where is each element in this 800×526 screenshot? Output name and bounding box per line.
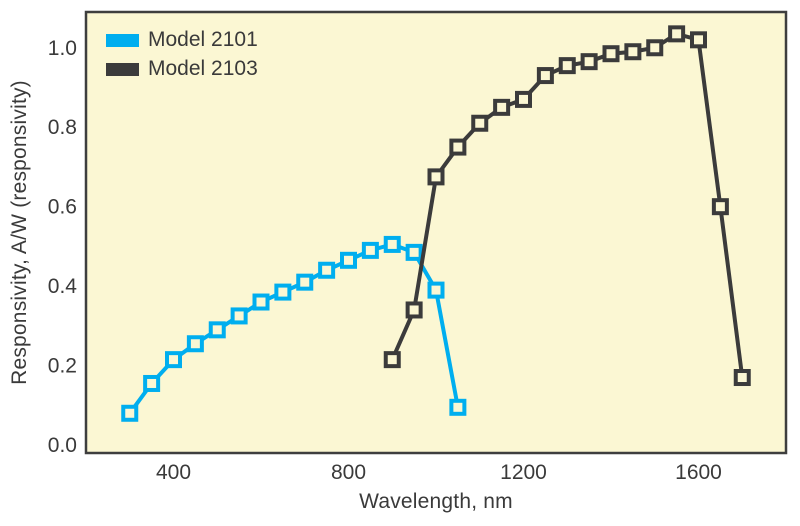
plot-frame [84,10,788,455]
data-point-marker [427,168,445,186]
plot-area [86,12,786,453]
y-tick-label: 0.6 [48,196,77,219]
data-point-marker [624,43,642,61]
data-point-marker [558,57,576,75]
x-tick-label: 1200 [500,461,547,484]
data-point-marker [711,198,729,216]
legend: Model 2101 Model 2103 [106,26,258,83]
data-point-marker [515,90,532,108]
legend-item-model-2101: Model 2101 [106,26,258,54]
y-tick-label: 0.8 [48,116,77,139]
legend-swatch-model-2101 [106,33,139,47]
data-point-marker [361,241,379,259]
data-point-marker [383,351,401,369]
data-point-marker [668,25,686,43]
data-point-marker [405,243,423,261]
data-point-marker [427,281,445,299]
data-point-marker [383,235,401,253]
data-point-marker [493,98,511,116]
x-axis-title: Wavelength, nm [359,490,513,513]
data-point-marker [208,321,226,339]
data-point-marker [449,138,467,156]
data-point-marker [471,114,489,132]
data-point-marker [165,351,182,369]
x-tick-label: 400 [156,461,191,484]
data-point-marker [121,404,139,422]
data-point-marker [449,398,467,416]
y-tick-label: 0.0 [48,434,77,457]
data-point-marker [143,374,161,392]
legend-swatch-model-2103 [106,62,139,76]
data-point-marker [602,45,620,63]
x-tick-label: 800 [331,461,366,484]
y-tick-label: 0.4 [48,275,78,298]
y-tick-label: 0.2 [48,355,77,378]
series-line-model-2101 [128,242,460,415]
data-point-marker [580,53,598,71]
legend-label-model-2101: Model 2101 [148,28,258,51]
data-point-marker [318,261,336,279]
y-tick-label: 1.0 [48,37,77,60]
data-point-marker [252,293,270,311]
data-point-marker [296,273,314,291]
legend-label-model-2103: Model 2103 [148,57,258,80]
data-point-marker [690,31,707,49]
data-point-marker [186,335,204,353]
data-point-marker [646,39,664,57]
data-point-marker [340,251,357,269]
data-point-marker [733,369,751,387]
data-point-marker [274,283,292,301]
x-tick-label: 1600 [675,461,722,484]
legend-item-model-2103: Model 2103 [106,55,258,83]
data-point-marker [405,301,423,319]
y-axis-title: Responsivity, A/W (responsivity) [8,80,31,385]
data-point-marker [230,307,248,325]
data-point-marker [536,67,554,85]
